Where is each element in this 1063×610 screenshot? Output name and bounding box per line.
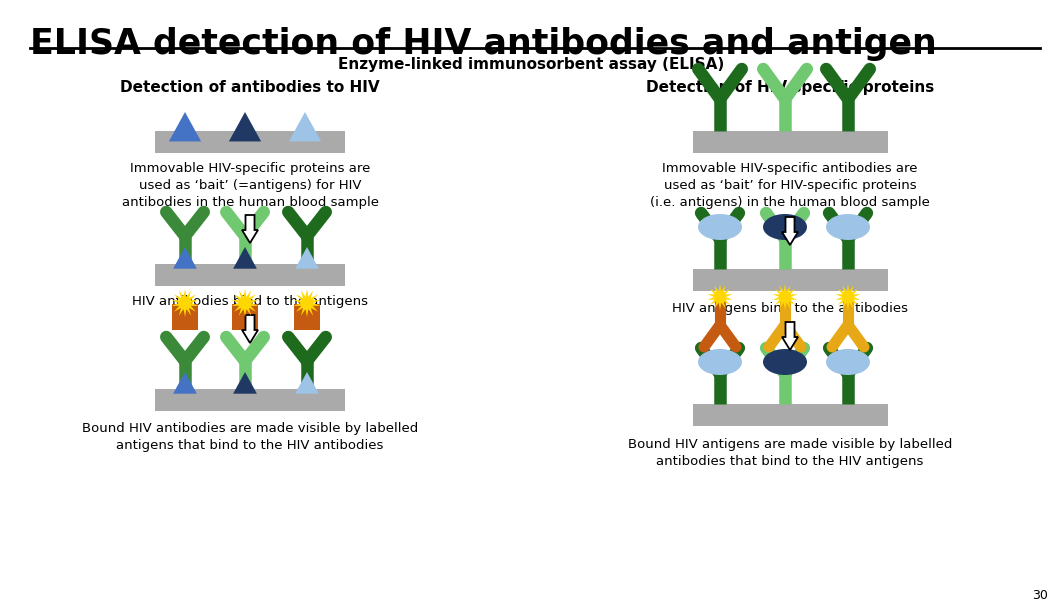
Polygon shape <box>233 247 257 268</box>
Polygon shape <box>293 289 321 317</box>
Polygon shape <box>173 372 197 393</box>
Polygon shape <box>169 112 201 142</box>
Ellipse shape <box>763 214 807 240</box>
Polygon shape <box>171 289 199 317</box>
FancyBboxPatch shape <box>692 404 888 426</box>
FancyBboxPatch shape <box>692 131 888 153</box>
Polygon shape <box>289 112 321 142</box>
FancyBboxPatch shape <box>155 264 345 286</box>
Text: Enzyme-linked immunosorbent assay (ELISA): Enzyme-linked immunosorbent assay (ELISA… <box>338 57 724 72</box>
FancyBboxPatch shape <box>294 304 320 330</box>
FancyBboxPatch shape <box>692 269 888 291</box>
Polygon shape <box>707 284 732 310</box>
Polygon shape <box>296 372 319 393</box>
Polygon shape <box>782 322 798 350</box>
Polygon shape <box>242 315 258 343</box>
Ellipse shape <box>826 349 870 375</box>
Polygon shape <box>233 372 257 393</box>
FancyBboxPatch shape <box>155 389 345 411</box>
Polygon shape <box>773 284 797 310</box>
Ellipse shape <box>698 349 742 375</box>
Polygon shape <box>232 289 258 317</box>
Text: 30: 30 <box>1032 589 1048 602</box>
Text: Detection of HIV-specific proteins: Detection of HIV-specific proteins <box>646 80 934 95</box>
Text: Immovable HIV-specific antibodies are
used as ‘bait’ for HIV-specific proteins
(: Immovable HIV-specific antibodies are us… <box>651 162 930 209</box>
Ellipse shape <box>826 214 870 240</box>
FancyBboxPatch shape <box>172 304 198 330</box>
FancyBboxPatch shape <box>155 131 345 153</box>
Text: Bound HIV antibodies are made visible by labelled
antigens that bind to the HIV : Bound HIV antibodies are made visible by… <box>82 422 418 452</box>
Polygon shape <box>173 247 197 268</box>
FancyBboxPatch shape <box>232 304 258 330</box>
Text: Detection of antibodies to HIV: Detection of antibodies to HIV <box>120 80 379 95</box>
Text: Immovable HIV-specific proteins are
used as ‘bait’ (=antigens) for HIV
antibodie: Immovable HIV-specific proteins are used… <box>121 162 378 209</box>
Text: HIV antigens bind to the antibodies: HIV antigens bind to the antibodies <box>672 302 908 315</box>
Polygon shape <box>782 217 798 245</box>
Text: Bound HIV antigens are made visible by labelled
antibodies that bind to the HIV : Bound HIV antigens are made visible by l… <box>628 438 952 468</box>
Polygon shape <box>242 215 258 243</box>
Polygon shape <box>836 284 861 310</box>
Polygon shape <box>229 112 261 142</box>
Text: ELISA detection of HIV antibodies and antigen: ELISA detection of HIV antibodies and an… <box>30 27 937 61</box>
Polygon shape <box>296 247 319 268</box>
Ellipse shape <box>763 349 807 375</box>
Text: HIV antibodies bind to the antigens: HIV antibodies bind to the antigens <box>132 295 368 308</box>
Ellipse shape <box>698 214 742 240</box>
